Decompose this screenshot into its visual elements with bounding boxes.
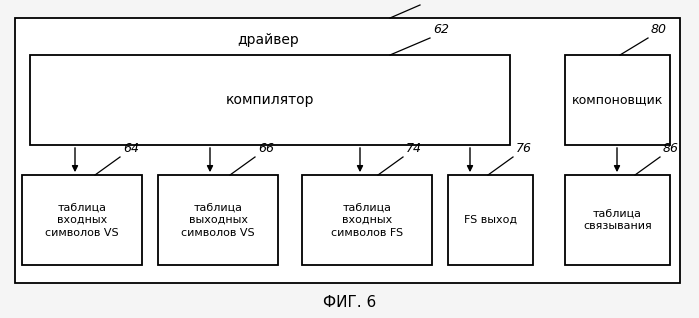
Text: таблица
входных
символов FS: таблица входных символов FS [331,202,403,238]
Text: ФИГ. 6: ФИГ. 6 [323,295,376,310]
Text: 86: 86 [663,142,679,155]
Text: таблица
выходных
символов VS: таблица выходных символов VS [181,202,255,238]
Text: 61: 61 [423,0,439,3]
Text: 76: 76 [516,142,532,155]
Bar [15,18,680,283]
Text: 74: 74 [406,142,422,155]
Bar [158,175,278,265]
Bar [22,175,142,265]
Text: компилятор: компилятор [226,93,315,107]
Text: 66: 66 [258,142,274,155]
Text: компоновщик: компоновщик [572,93,663,107]
Bar [565,55,670,145]
Text: 62: 62 [433,23,449,36]
Text: 64: 64 [123,142,139,155]
Text: драйвер: драйвер [237,33,298,47]
Text: таблица
связывания: таблица связывания [583,209,652,232]
Bar [448,175,533,265]
Text: таблица
входных
символов VS: таблица входных символов VS [45,202,119,238]
Bar [30,55,510,145]
Text: 80: 80 [651,23,667,36]
Bar [302,175,432,265]
Text: FS выход: FS выход [464,215,517,225]
Bar [565,175,670,265]
